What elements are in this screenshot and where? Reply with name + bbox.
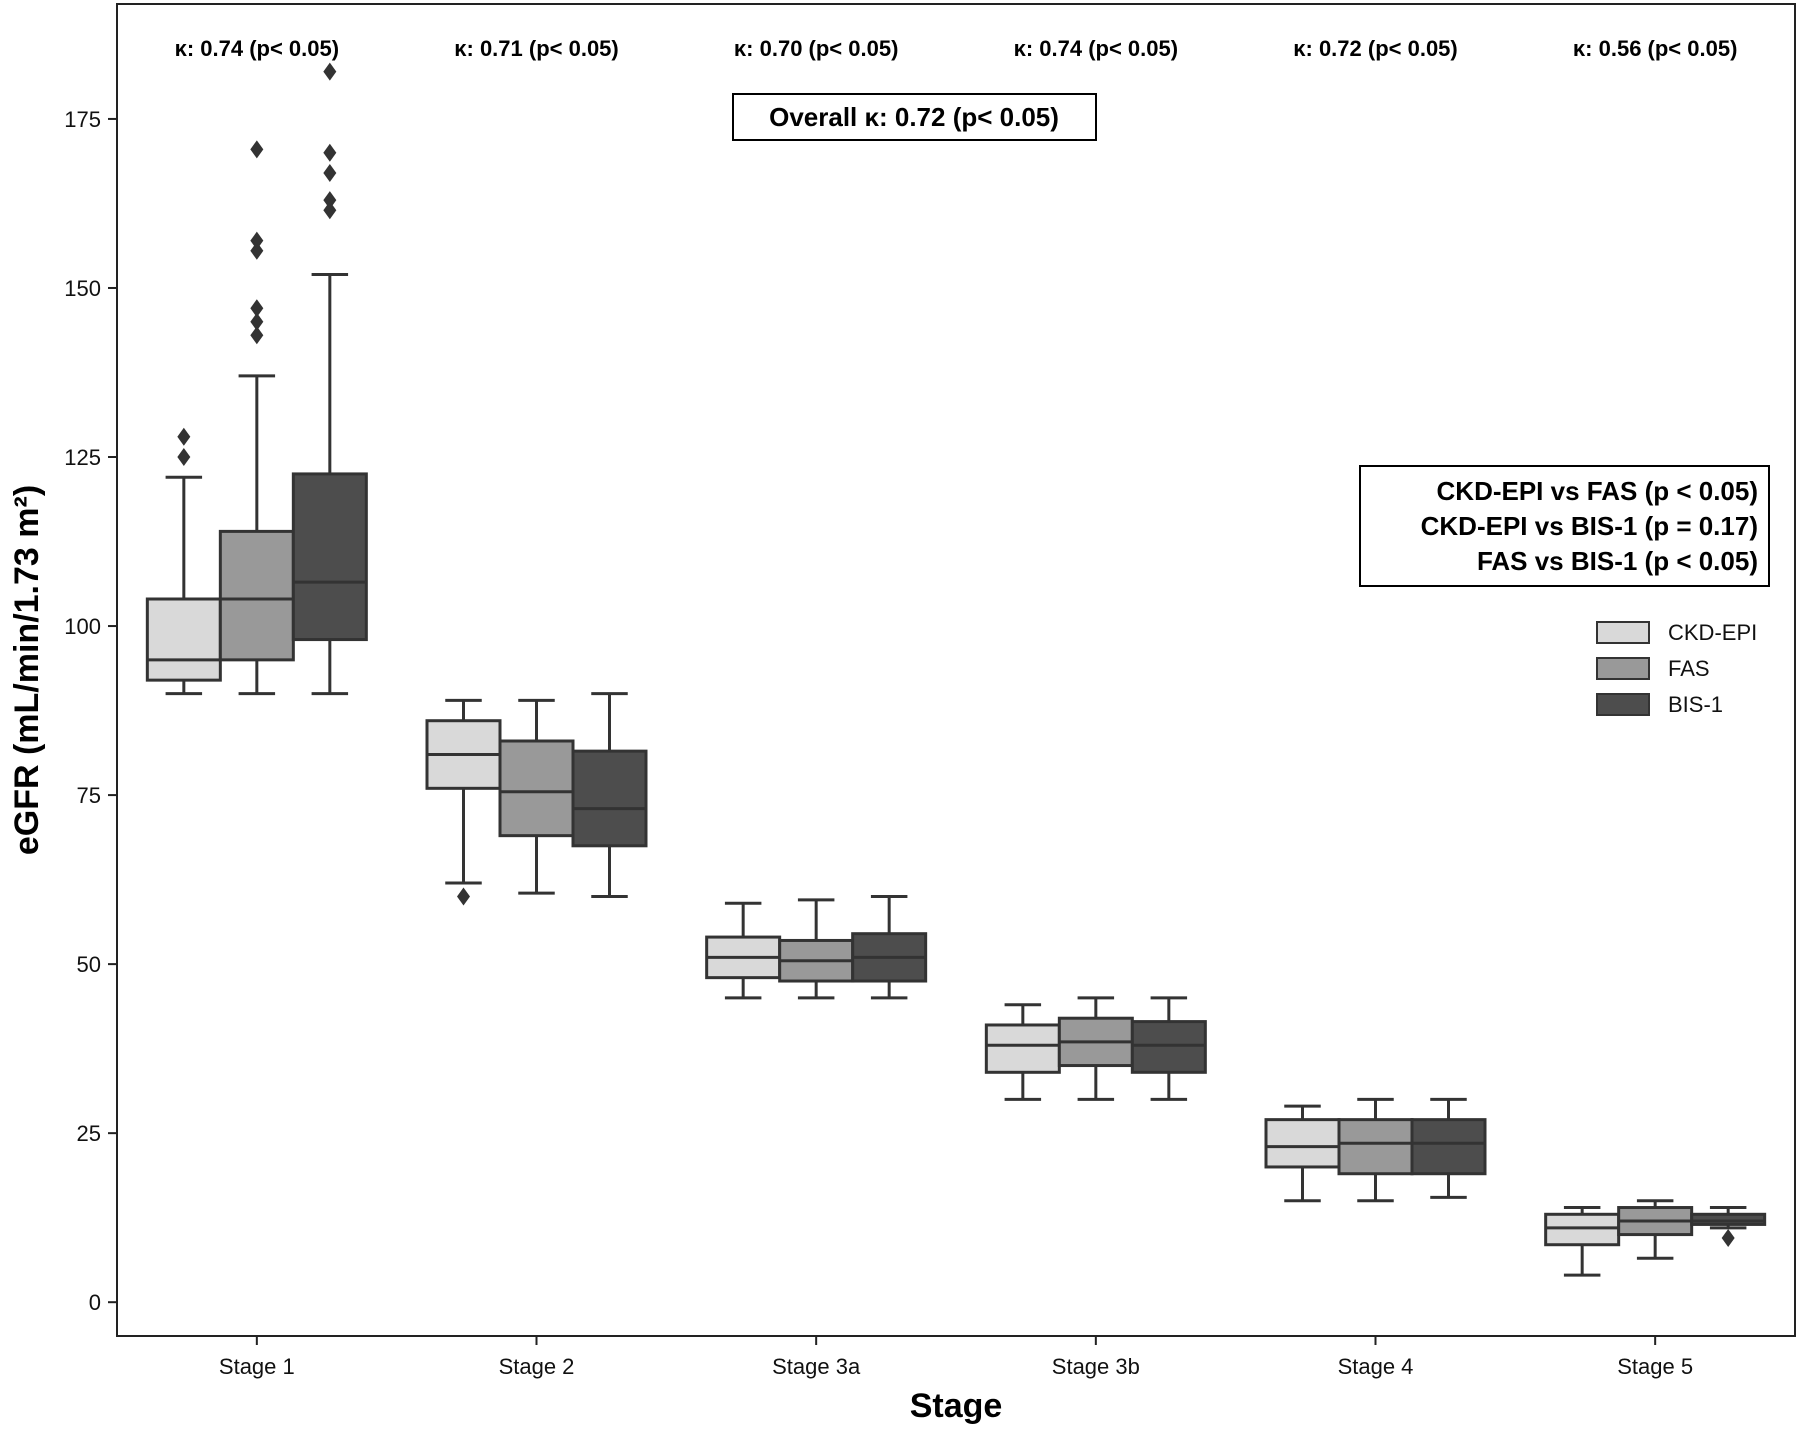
box-iqr	[498, 739, 575, 838]
plot-area-frame	[116, 3, 1796, 1337]
box-iqr	[1544, 1212, 1621, 1247]
outlier-point	[250, 299, 264, 318]
y-axis-label: eGFR (mL/min/1.73 m²)	[8, 485, 46, 855]
legend: CKD-EPI FAS BIS-1	[1596, 620, 1757, 717]
box-stage-5	[1690, 1206, 1767, 1247]
box-stage-3b	[984, 1003, 1061, 1101]
annotations: κ: 0.74 (p< 0.05) κ: 0.71 (p< 0.05) κ: 0.7…	[175, 36, 1770, 587]
outlier-point	[250, 241, 264, 260]
legend-swatch	[1596, 657, 1650, 680]
box-stage-3a	[778, 898, 855, 1000]
outlier-point	[177, 427, 191, 446]
series-ckd-epi	[145, 427, 1621, 1277]
kappa-label: κ: 0.74 (p< 0.05)	[1014, 36, 1179, 61]
box-iqr	[1410, 1118, 1487, 1176]
comparison-label: CKD-EPI vs BIS-1 (p = 0.17)	[1421, 511, 1758, 541]
box-iqr	[984, 1023, 1061, 1074]
box-iqr	[1130, 1020, 1207, 1074]
y-tick-label: 75	[77, 783, 101, 808]
x-axis-label: Stage	[910, 1387, 1003, 1425]
y-tick-label: 175	[64, 107, 101, 132]
x-tick-label: Stage 2	[499, 1354, 575, 1379]
box-iqr	[1690, 1212, 1767, 1226]
y-tick-label: 50	[77, 952, 101, 977]
box-stage-4	[1264, 1104, 1341, 1203]
outlier-point	[1721, 1228, 1735, 1247]
legend-item: CKD-EPI	[1596, 620, 1757, 645]
box-stage-1	[218, 140, 295, 696]
outlier-point	[323, 143, 337, 162]
box-stage-2	[498, 698, 575, 895]
legend-item: FAS	[1596, 656, 1710, 681]
box-iqr	[291, 472, 368, 642]
outlier-point	[250, 231, 264, 250]
x-tick-label: Stage 4	[1338, 1354, 1414, 1379]
y-tick-label: 150	[64, 276, 101, 301]
box-stage-1	[145, 427, 222, 696]
y-axis: 0 25 50 75 100 125 150 175	[64, 107, 117, 1315]
kappa-labels: κ: 0.74 (p< 0.05) κ: 0.71 (p< 0.05) κ: 0.7…	[175, 36, 1738, 61]
box-stage-1	[291, 62, 368, 696]
outlier-point	[250, 312, 264, 331]
legend-label: BIS-1	[1668, 692, 1723, 717]
box-stage-3a	[705, 901, 782, 1000]
legend-item: BIS-1	[1596, 692, 1723, 717]
box-stage-3b	[1130, 996, 1207, 1101]
box-stage-4	[1410, 1097, 1487, 1199]
series-fas	[218, 140, 1694, 1260]
overall-kappa-label: Overall κ: 0.72 (p< 0.05)	[769, 102, 1059, 132]
y-tick-label: 125	[64, 445, 101, 470]
kappa-label: κ: 0.56 (p< 0.05)	[1573, 36, 1738, 61]
series-bis-1	[291, 62, 1767, 1247]
y-tick-label: 100	[64, 614, 101, 639]
outlier-point	[323, 62, 337, 81]
box-stage-5	[1617, 1199, 1694, 1260]
kappa-label: κ: 0.72 (p< 0.05)	[1293, 36, 1458, 61]
box-iqr	[1337, 1118, 1414, 1176]
box-iqr	[218, 529, 295, 662]
comparison-labels: CKD-EPI vs FAS (p < 0.05) CKD-EPI vs BIS-…	[1421, 476, 1758, 576]
box-stage-3b	[1057, 996, 1134, 1101]
y-tick-label: 0	[89, 1290, 101, 1315]
overall-kappa-box	[732, 93, 1097, 141]
x-tick-label: Stage 5	[1617, 1354, 1693, 1379]
x-tick-label: Stage 3a	[772, 1354, 861, 1379]
box-iqr	[571, 749, 648, 848]
box-stage-2	[571, 692, 648, 899]
box-stage-5	[1544, 1206, 1621, 1277]
outlier-point	[250, 140, 264, 159]
outlier-point	[323, 191, 337, 210]
box-series-group	[145, 62, 1767, 1277]
legend-label: FAS	[1668, 656, 1710, 681]
comparison-label: FAS vs BIS-1 (p < 0.05)	[1477, 546, 1758, 576]
box-iqr	[1264, 1118, 1341, 1169]
box-stage-4	[1337, 1097, 1414, 1203]
x-tick-label: Stage 1	[219, 1354, 295, 1379]
outlier-point	[177, 448, 191, 467]
outlier-point	[323, 201, 337, 220]
outlier-point	[250, 326, 264, 345]
kappa-label: κ: 0.74 (p< 0.05)	[175, 36, 340, 61]
box-stage-2	[425, 698, 502, 906]
outlier-point	[323, 164, 337, 183]
box-iqr	[145, 597, 222, 682]
legend-swatch	[1596, 621, 1650, 644]
comparison-box	[1359, 465, 1770, 587]
x-axis: Stage 1 Stage 2 Stage 3a Stage 3b Stage 4 Sta…	[219, 1336, 1693, 1379]
kappa-label: κ: 0.70 (p< 0.05)	[734, 36, 899, 61]
comparison-label: CKD-EPI vs FAS (p < 0.05)	[1437, 476, 1758, 506]
legend-label: CKD-EPI	[1668, 620, 1757, 645]
outlier-point	[457, 887, 470, 906]
legend-swatch	[1596, 693, 1650, 716]
y-tick-label: 25	[77, 1121, 101, 1146]
kappa-label: κ: 0.71 (p< 0.05)	[454, 36, 619, 61]
x-tick-label: Stage 3b	[1052, 1354, 1140, 1379]
box-stage-3a	[851, 895, 928, 1000]
